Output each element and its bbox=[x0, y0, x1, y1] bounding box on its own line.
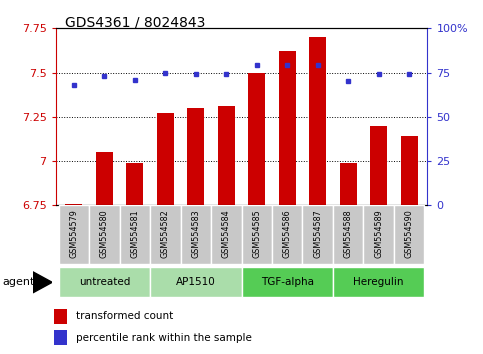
Bar bbox=[211, 205, 242, 264]
Bar bbox=[54, 330, 67, 345]
Text: GSM554588: GSM554588 bbox=[344, 209, 353, 258]
Text: percentile rank within the sample: percentile rank within the sample bbox=[76, 332, 252, 343]
Text: GSM554583: GSM554583 bbox=[191, 209, 200, 258]
Text: GSM554580: GSM554580 bbox=[100, 209, 109, 258]
Text: transformed count: transformed count bbox=[76, 312, 174, 321]
Bar bbox=[279, 51, 296, 205]
Bar bbox=[54, 309, 67, 324]
Text: GSM554585: GSM554585 bbox=[252, 209, 261, 258]
Bar bbox=[89, 205, 120, 264]
Bar bbox=[157, 113, 174, 205]
Text: agent: agent bbox=[2, 276, 35, 287]
Bar bbox=[302, 205, 333, 264]
Text: Heregulin: Heregulin bbox=[354, 276, 404, 287]
Bar bbox=[181, 205, 211, 264]
Text: GSM554590: GSM554590 bbox=[405, 209, 413, 258]
Text: GSM554589: GSM554589 bbox=[374, 209, 383, 258]
Bar bbox=[248, 73, 265, 205]
Bar bbox=[187, 108, 204, 205]
Bar bbox=[58, 205, 89, 264]
Bar bbox=[58, 267, 150, 297]
Bar bbox=[120, 205, 150, 264]
Bar bbox=[218, 106, 235, 205]
Bar bbox=[333, 205, 363, 264]
Text: GSM554581: GSM554581 bbox=[130, 209, 139, 258]
Bar bbox=[96, 152, 113, 205]
Bar bbox=[150, 205, 181, 264]
Polygon shape bbox=[33, 272, 52, 293]
Bar bbox=[242, 267, 333, 297]
Text: GSM554582: GSM554582 bbox=[161, 209, 170, 258]
Text: TGF-alpha: TGF-alpha bbox=[261, 276, 314, 287]
Bar bbox=[333, 267, 425, 297]
Bar bbox=[394, 205, 425, 264]
Bar bbox=[363, 205, 394, 264]
Text: GDS4361 / 8024843: GDS4361 / 8024843 bbox=[65, 16, 206, 30]
Bar bbox=[150, 267, 242, 297]
Bar bbox=[309, 37, 326, 205]
Text: GSM554579: GSM554579 bbox=[70, 209, 78, 258]
Text: AP1510: AP1510 bbox=[176, 276, 215, 287]
Bar bbox=[66, 204, 82, 205]
Text: GSM554587: GSM554587 bbox=[313, 209, 322, 258]
Bar bbox=[370, 126, 387, 205]
Text: untreated: untreated bbox=[79, 276, 130, 287]
Text: GSM554586: GSM554586 bbox=[283, 209, 292, 258]
Bar bbox=[127, 163, 143, 205]
Bar bbox=[272, 205, 302, 264]
Bar bbox=[242, 205, 272, 264]
Bar bbox=[401, 136, 417, 205]
Text: GSM554584: GSM554584 bbox=[222, 209, 231, 258]
Bar bbox=[340, 163, 356, 205]
